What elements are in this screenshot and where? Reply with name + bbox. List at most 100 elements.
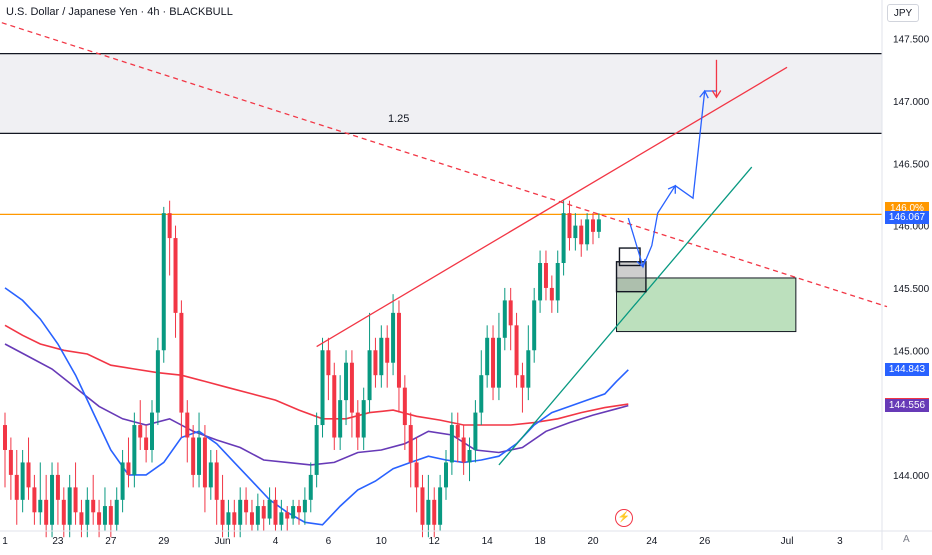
time-tick-label: 24 <box>646 536 658 547</box>
candle-body <box>338 400 343 438</box>
price-tick-label: 146.000 <box>893 222 930 233</box>
candle-body <box>567 213 572 239</box>
candle-body <box>320 350 325 426</box>
ma-slow-line <box>4 324 629 426</box>
candle-body <box>85 499 90 525</box>
candle-body <box>361 400 366 438</box>
candle-body <box>226 512 231 525</box>
candle-body <box>114 499 119 525</box>
time-tick-label: 18 <box>535 536 547 547</box>
chart-title: U.S. Dollar / Japanese Yen · 4h · BLACKB… <box>6 6 233 18</box>
candle-body <box>349 362 354 413</box>
candle-body <box>220 499 225 525</box>
trendline-red-rising <box>316 66 788 348</box>
candle-body <box>585 219 590 245</box>
candle-body <box>538 263 543 301</box>
candle-body <box>496 337 501 388</box>
candle-body <box>44 499 49 525</box>
candle-body <box>108 506 113 525</box>
candle-body <box>520 375 525 388</box>
candle-body <box>308 474 313 500</box>
candle-body <box>314 425 319 475</box>
price-tick-label: 144.000 <box>893 471 930 482</box>
candle-body <box>238 499 243 525</box>
candle-body <box>302 499 307 513</box>
candle-body <box>50 474 55 525</box>
candle-body <box>14 474 19 500</box>
candle-body <box>455 425 460 438</box>
candle-body <box>579 225 584 245</box>
candle-body <box>244 499 249 513</box>
candle-body <box>414 462 419 488</box>
time-tick-label: 10 <box>376 536 388 547</box>
candle-body <box>279 512 284 525</box>
candle-body <box>367 350 372 401</box>
candle-body <box>379 337 384 376</box>
time-tick-label: 27 <box>105 536 117 547</box>
ma-mid-line <box>4 343 629 466</box>
tradingview-logo-icon[interactable]: ⚡ <box>615 509 633 527</box>
price-badge: 144.843 <box>885 363 929 377</box>
candle-body <box>514 325 519 376</box>
candle-body <box>102 506 107 525</box>
candle-body <box>202 437 207 488</box>
candle-body <box>326 350 331 376</box>
candle-body <box>426 499 431 525</box>
candle-body <box>161 213 166 351</box>
candle-body <box>432 499 437 525</box>
projection-arrow-head <box>699 89 709 99</box>
candle-body <box>385 337 390 363</box>
candle-body <box>126 462 131 475</box>
target-arrow-head <box>711 90 722 99</box>
trendline-red-falling-dashed <box>0 21 888 308</box>
candle-body <box>502 300 507 338</box>
candle-body <box>555 263 560 301</box>
auto-scale-button[interactable]: A <box>903 534 910 545</box>
price-badge: 146.067 <box>885 210 929 224</box>
candle-body <box>132 425 137 475</box>
candle-body <box>549 287 554 301</box>
candle-body <box>91 499 96 513</box>
candle-body <box>97 512 102 525</box>
time-tick-label: 3 <box>837 536 843 547</box>
candle-body <box>73 487 78 513</box>
candle-body <box>167 213 172 239</box>
candle-body <box>561 213 566 264</box>
candle-body <box>449 425 454 463</box>
candle-body <box>8 449 13 475</box>
candle-body <box>591 219 595 232</box>
candle-body <box>402 387 407 426</box>
candle-body <box>261 506 266 519</box>
candle-body <box>491 337 496 388</box>
candle-body <box>285 512 290 519</box>
candle-body <box>120 462 125 500</box>
candle-body <box>38 499 43 513</box>
candle-body <box>438 487 443 525</box>
candle-body <box>297 506 301 513</box>
candle-body <box>155 350 160 413</box>
candle-body <box>355 412 360 438</box>
candle-body <box>232 512 237 525</box>
candle-body <box>532 300 537 351</box>
candle-body <box>138 425 143 438</box>
candle-body <box>373 350 378 376</box>
candle-body <box>197 437 202 475</box>
candle-body <box>332 375 337 438</box>
candle-body <box>255 506 260 525</box>
candle-body <box>543 263 548 288</box>
time-tick-label: Jun <box>214 536 230 547</box>
candle-body <box>467 449 472 463</box>
candle-body <box>267 499 272 519</box>
trendline-green-rising <box>498 166 753 466</box>
candle-body <box>391 312 396 363</box>
candle-body <box>20 462 25 500</box>
candle-body <box>508 300 513 326</box>
price-tick-label: 145.000 <box>893 346 930 357</box>
candle-body <box>408 425 413 463</box>
price-badge: 144.556 <box>885 399 929 413</box>
projection-arrow-head <box>636 258 646 268</box>
candle-body <box>67 487 72 525</box>
currency-button[interactable]: JPY <box>887 4 919 22</box>
